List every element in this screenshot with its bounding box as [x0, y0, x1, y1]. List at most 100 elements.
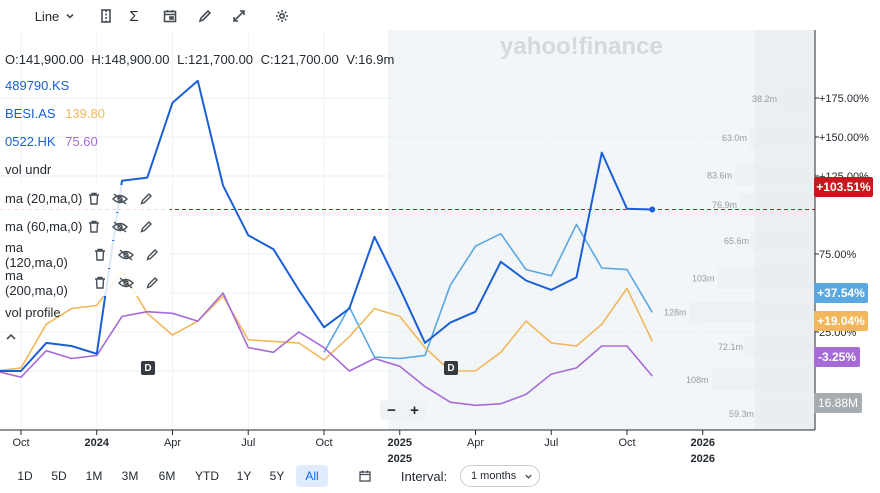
- chart-type-dropdown[interactable]: Line: [30, 6, 80, 26]
- trash-icon: [89, 220, 99, 233]
- future-shade: [388, 30, 815, 430]
- x-tick-label: Oct: [12, 437, 29, 449]
- events-button[interactable]: [160, 6, 180, 26]
- volume-profile-label: 65.6m: [724, 236, 749, 246]
- volume-profile-bar: [750, 229, 810, 251]
- x-year-label: 2026: [691, 453, 715, 465]
- range-all[interactable]: All: [296, 465, 328, 487]
- legend-compare-0522[interactable]: 0522.HK 75.60: [5, 134, 98, 149]
- range-6m[interactable]: 6M: [158, 469, 176, 483]
- eye-off-icon: [112, 192, 128, 205]
- x-tick-label: 2025: [388, 437, 412, 449]
- edit-indicator-button[interactable]: [135, 218, 157, 236]
- draw-icon: [198, 9, 212, 23]
- volume-profile-label: 108m: [686, 375, 709, 385]
- x-tick-label: Jul: [544, 437, 558, 449]
- open-value: O:141,900.00: [5, 52, 84, 67]
- calendar-icon: [359, 470, 371, 482]
- chevron-down-icon: [66, 13, 74, 19]
- expand-button[interactable]: [229, 6, 249, 26]
- range-1d[interactable]: 1D: [17, 469, 33, 483]
- volume-profile-bar: [718, 267, 810, 289]
- range-bar: 1D 5D 1M 3M 6M YTD 1Y 5Y All Interval: 1…: [0, 463, 880, 493]
- compare-value: 75.60: [65, 134, 98, 149]
- hide-indicator-button[interactable]: [109, 190, 131, 208]
- chevron-down-icon: [525, 474, 532, 479]
- data-point: [649, 206, 656, 213]
- edit-indicator-button[interactable]: [141, 274, 163, 292]
- volume-profile-label: 59.3m: [729, 409, 754, 419]
- range-5d[interactable]: 5D: [51, 469, 67, 483]
- zoom-out-button[interactable]: −: [387, 401, 396, 419]
- volume-profile-label: 128m: [664, 308, 687, 318]
- x-tick-label: Jul: [241, 437, 255, 449]
- interval-value: 1 months: [471, 470, 517, 482]
- hide-indicator-button[interactable]: [115, 274, 137, 292]
- y-tick-label: 75.00%: [819, 249, 857, 261]
- dividend-marker[interactable]: D: [141, 361, 155, 375]
- badge-volume: 16.88M: [814, 393, 862, 413]
- hide-indicator-button[interactable]: [115, 246, 137, 264]
- range-3m[interactable]: 3M: [121, 469, 139, 483]
- trash-icon: [95, 248, 105, 261]
- close-value: C:121,700.00: [260, 52, 339, 67]
- collapse-legend-button[interactable]: [5, 330, 17, 345]
- range-1y[interactable]: 1Y: [236, 469, 252, 483]
- compare-button[interactable]: [96, 6, 116, 26]
- volume-profile-bar: [755, 403, 810, 425]
- indicators-button[interactable]: Σ: [124, 6, 144, 26]
- indicator-row-ma120: ma (120,ma,0): [0, 240, 170, 270]
- indicators-icon: Σ: [129, 7, 139, 25]
- indicator-vol-profile[interactable]: vol profile: [5, 305, 61, 320]
- date-picker-button[interactable]: [355, 465, 375, 487]
- x-tick-label: Apr: [467, 437, 484, 449]
- y-tick-label: +150.00%: [819, 132, 869, 144]
- edit-indicator-button[interactable]: [141, 246, 163, 264]
- delete-indicator-button[interactable]: [83, 218, 105, 236]
- compare-symbol: 0522.HK: [5, 134, 56, 149]
- indicator-row-ma60: ma (60,ma,0): [0, 213, 170, 240]
- zoom-in-button[interactable]: +: [410, 401, 419, 419]
- events-icon: [163, 10, 177, 23]
- indicator-label: ma (60,ma,0): [5, 219, 83, 234]
- legend-compare-besi[interactable]: BESI.AS 139.80: [5, 106, 105, 121]
- eye-off-icon: [118, 248, 134, 261]
- volume-value: V:16.9m: [346, 52, 395, 67]
- chart-area[interactable]: 38.2m 63.0m 83.6m 76.9m 65.6m 103m 128m 72.1m 10…: [0, 30, 880, 465]
- series-line-vol-undr-line[interactable]: [323, 223, 653, 360]
- volume-profile-bar: [750, 127, 810, 148]
- interval-dropdown[interactable]: 1 months: [460, 465, 540, 487]
- trash-icon: [95, 276, 105, 289]
- indicator-vol-undr[interactable]: vol undr: [5, 162, 52, 177]
- expand-icon: [233, 10, 245, 22]
- price-chart[interactable]: 38.2m 63.0m 83.6m 76.9m 65.6m 103m 128m 72.1m 10…: [0, 30, 880, 465]
- badge-besi-change: +19.04%: [814, 311, 868, 331]
- settings-button[interactable]: [272, 6, 292, 26]
- badge-0522-change: -3.25%: [814, 347, 860, 367]
- volume-profile-bar: [740, 194, 810, 216]
- volume-profile-bar: [780, 88, 810, 109]
- watermark: yahoo!finance: [500, 33, 663, 60]
- x-tick-label: 2024: [85, 437, 110, 449]
- legend-main-symbol[interactable]: 489790.KS: [5, 78, 70, 93]
- range-ytd[interactable]: YTD: [195, 469, 219, 483]
- volume-profile-label: 103m: [692, 273, 715, 283]
- volume-profile-bar: [735, 164, 810, 186]
- compare-value: 139.80: [65, 106, 105, 121]
- edit-indicator-button[interactable]: [135, 190, 157, 208]
- delete-indicator-button[interactable]: [89, 274, 111, 292]
- range-5y[interactable]: 5Y: [269, 469, 285, 483]
- hide-indicator-button[interactable]: [109, 218, 131, 236]
- badge-vol-undr-change: +37.54%: [814, 283, 868, 303]
- delete-indicator-button[interactable]: [89, 246, 111, 264]
- low-value: L:121,700.00: [177, 52, 254, 67]
- interval-label: Interval:: [400, 468, 448, 484]
- chart-toolbar: Line Σ: [0, 0, 880, 32]
- high-value: H:148,900.00: [91, 52, 170, 67]
- pencil-icon: [145, 249, 158, 261]
- series-line-489790-ks[interactable]: [0, 79, 653, 372]
- range-1m[interactable]: 1M: [85, 469, 103, 483]
- draw-button[interactable]: [195, 6, 215, 26]
- dividend-marker[interactable]: D: [444, 361, 458, 375]
- delete-indicator-button[interactable]: [83, 190, 105, 208]
